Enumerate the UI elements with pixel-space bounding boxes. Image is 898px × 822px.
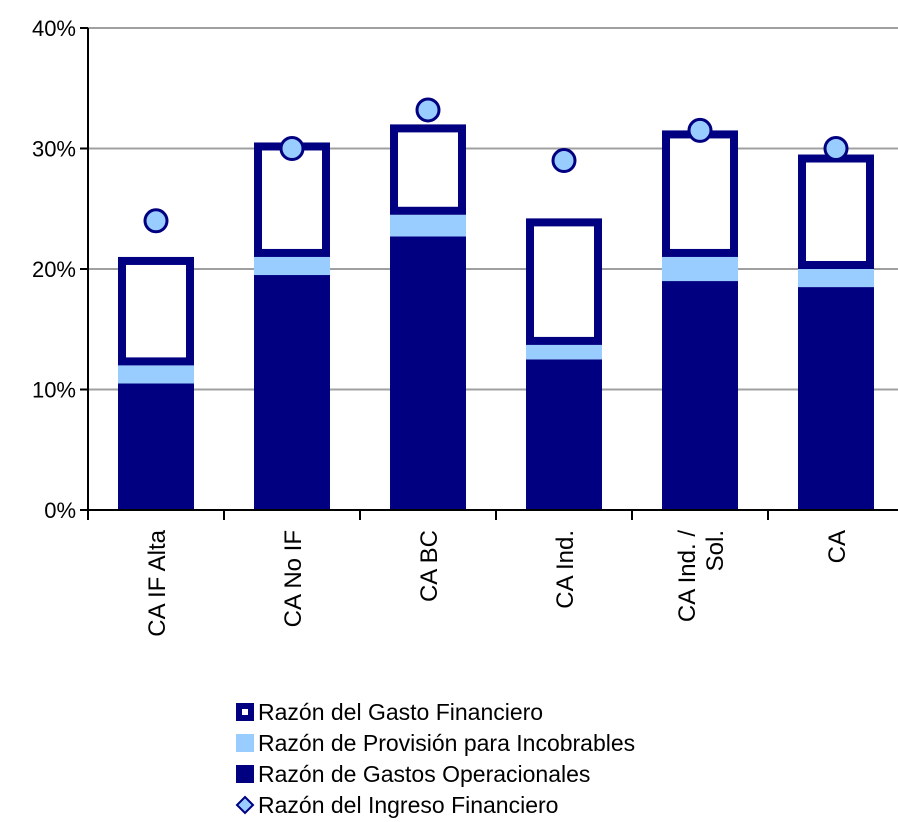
y-tick-label: 20% bbox=[32, 257, 76, 282]
bar-raz-n-de-provisi-n-para-incobrables bbox=[390, 214, 466, 237]
y-tick-label: 10% bbox=[32, 378, 76, 403]
marker-point bbox=[687, 117, 713, 143]
category-label: Sol. bbox=[702, 530, 729, 571]
bar-raz-n-de-provisi-n-para-incobrables bbox=[526, 344, 602, 360]
bar-raz-n-de-provisi-n-para-incobrables bbox=[798, 269, 874, 288]
y-tick-label: 30% bbox=[32, 137, 76, 162]
bar-raz-n-de-gastos-operacionales bbox=[798, 287, 874, 510]
bar-raz-n-de-provisi-n-para-incobrables bbox=[662, 256, 738, 282]
bar-raz-n-del-gasto-financiero bbox=[662, 130, 738, 257]
bar-raz-n-del-gasto-financiero bbox=[390, 124, 466, 215]
bar-raz-n-de-gastos-operacionales bbox=[118, 383, 194, 510]
bar-raz-n-de-gastos-operacionales bbox=[526, 359, 602, 510]
legend-label: Razón del Ingreso Financiero bbox=[258, 792, 558, 818]
marker-point bbox=[143, 208, 169, 234]
legend-swatch-marker bbox=[235, 795, 255, 815]
legend-label: Razón de Gastos Operacionales bbox=[258, 761, 590, 787]
legend-swatch bbox=[236, 734, 254, 752]
category-label: CA Ind. / bbox=[674, 530, 701, 622]
bar-raz-n-de-gastos-operacionales bbox=[254, 275, 330, 510]
bar-raz-n-del-gasto-financiero bbox=[118, 256, 194, 366]
bar-raz-n-del-gasto-financiero bbox=[526, 218, 602, 345]
category-label: CA BC bbox=[416, 530, 443, 602]
bar-raz-n-de-gastos-operacionales bbox=[390, 236, 466, 510]
legend-swatch-inner bbox=[242, 709, 248, 715]
category-label: CA No IF bbox=[280, 530, 307, 627]
y-tick-label: 40% bbox=[32, 16, 76, 41]
bar-raz-n-de-gastos-operacionales bbox=[662, 281, 738, 510]
bar-raz-n-de-provisi-n-para-incobrables bbox=[254, 256, 330, 276]
legend-label: Razón de Provisión para Incobrables bbox=[258, 730, 635, 756]
legend-swatch bbox=[236, 765, 254, 783]
bar-raz-n-del-gasto-financiero bbox=[254, 142, 330, 257]
y-tick-label: 0% bbox=[44, 498, 76, 523]
category-label: CA IF Alta bbox=[144, 529, 171, 636]
category-label: CA bbox=[824, 530, 851, 563]
marker-point bbox=[551, 148, 577, 174]
bar-raz-n-de-provisi-n-para-incobrables bbox=[118, 365, 194, 384]
marker-point bbox=[823, 136, 849, 161]
marker-point bbox=[415, 97, 441, 123]
bar-raz-n-del-gasto-financiero bbox=[798, 154, 874, 269]
marker-point bbox=[279, 136, 305, 161]
legend-label: Razón del Gasto Financiero bbox=[258, 699, 543, 725]
category-label: CA Ind. bbox=[552, 530, 579, 609]
